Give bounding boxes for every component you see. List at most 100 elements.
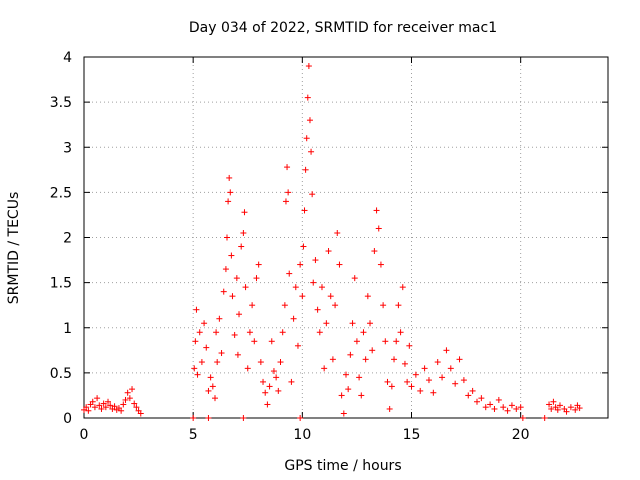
data-point [194, 371, 201, 378]
data-point [294, 342, 301, 349]
x-tick-label: 10 [293, 427, 311, 443]
data-point [336, 261, 343, 268]
data-point [504, 407, 511, 414]
data-point [83, 404, 90, 411]
y-tick-label: 1 [63, 321, 72, 337]
data-point [120, 401, 127, 408]
data-point [264, 401, 271, 408]
chart-title: Day 034 of 2022, SRMTID for receiver mac… [189, 20, 497, 36]
data-point [213, 329, 220, 336]
data-point [548, 405, 555, 412]
data-point [290, 315, 297, 322]
data-point [356, 374, 363, 381]
data-point [308, 148, 315, 155]
data-point [105, 398, 112, 405]
data-point [327, 293, 334, 300]
x-tick-label: 0 [80, 427, 89, 443]
data-point [297, 261, 304, 268]
data-point [229, 293, 236, 300]
data-point [129, 386, 136, 393]
data-point [201, 320, 208, 327]
data-point [349, 320, 356, 327]
data-point [362, 356, 369, 363]
data-point [452, 380, 459, 387]
data-point [281, 302, 288, 309]
data-point [299, 293, 306, 300]
data-point [240, 415, 247, 421]
data-point [220, 288, 227, 295]
data-point [487, 401, 494, 408]
data-point [384, 378, 391, 385]
grid [84, 57, 608, 418]
data-point [122, 396, 129, 403]
data-point [469, 387, 476, 394]
data-point [233, 275, 240, 282]
data-point [225, 198, 232, 205]
data-point [304, 94, 311, 101]
data-point [546, 401, 553, 408]
data-point [399, 284, 406, 291]
data-point [131, 400, 138, 407]
data-point [408, 383, 415, 390]
data-point [212, 395, 218, 402]
data-point [382, 338, 389, 345]
data-point [563, 408, 570, 415]
data-point [314, 306, 321, 313]
data-point [228, 252, 235, 259]
y-tick-label: 0 [63, 411, 72, 427]
data-point [257, 359, 264, 366]
data-point [491, 405, 498, 412]
data-point [244, 365, 251, 372]
data-point [207, 374, 214, 381]
data-point [500, 404, 507, 411]
data-point [277, 359, 284, 366]
data-point [133, 404, 140, 411]
data-point [312, 257, 319, 264]
data-point [388, 383, 395, 390]
data-point [343, 371, 349, 378]
y-tick-label: 3 [63, 140, 72, 156]
data-point [242, 284, 249, 291]
data-point [550, 398, 557, 405]
data-point [541, 415, 548, 421]
data-point [102, 404, 109, 411]
y-tick-label: 1.5 [50, 276, 72, 292]
data-point [227, 189, 234, 196]
data-point [556, 402, 563, 409]
data-point [288, 378, 295, 385]
data-point [238, 243, 245, 250]
data-point [513, 405, 520, 412]
data-point [107, 402, 114, 409]
data-point [465, 392, 472, 399]
data-point [369, 347, 376, 354]
y-axis-label: SRMTID / TECUs [6, 192, 22, 305]
data-point [412, 371, 419, 378]
data-point [234, 351, 241, 358]
data-point [224, 234, 231, 241]
data-point [554, 406, 561, 413]
x-tick-label: 15 [403, 427, 421, 443]
data-point [282, 198, 289, 205]
data-point [508, 402, 515, 409]
data-points [81, 63, 583, 421]
data-point [231, 331, 238, 338]
data-point [297, 415, 304, 421]
data-point [321, 365, 328, 372]
data-point [285, 189, 292, 196]
data-point [284, 164, 291, 171]
data-point [96, 402, 103, 409]
data-point [275, 387, 282, 394]
y-tick-label: 2 [63, 231, 72, 247]
data-point [214, 359, 221, 366]
data-point [192, 338, 199, 345]
data-point [300, 243, 307, 250]
data-point [380, 302, 387, 309]
data-point [318, 284, 325, 291]
data-point [126, 395, 133, 402]
data-point [279, 329, 286, 336]
data-point [85, 407, 92, 414]
data-point [266, 383, 273, 390]
data-point [305, 63, 312, 70]
data-point [196, 329, 203, 336]
data-point [124, 389, 131, 396]
